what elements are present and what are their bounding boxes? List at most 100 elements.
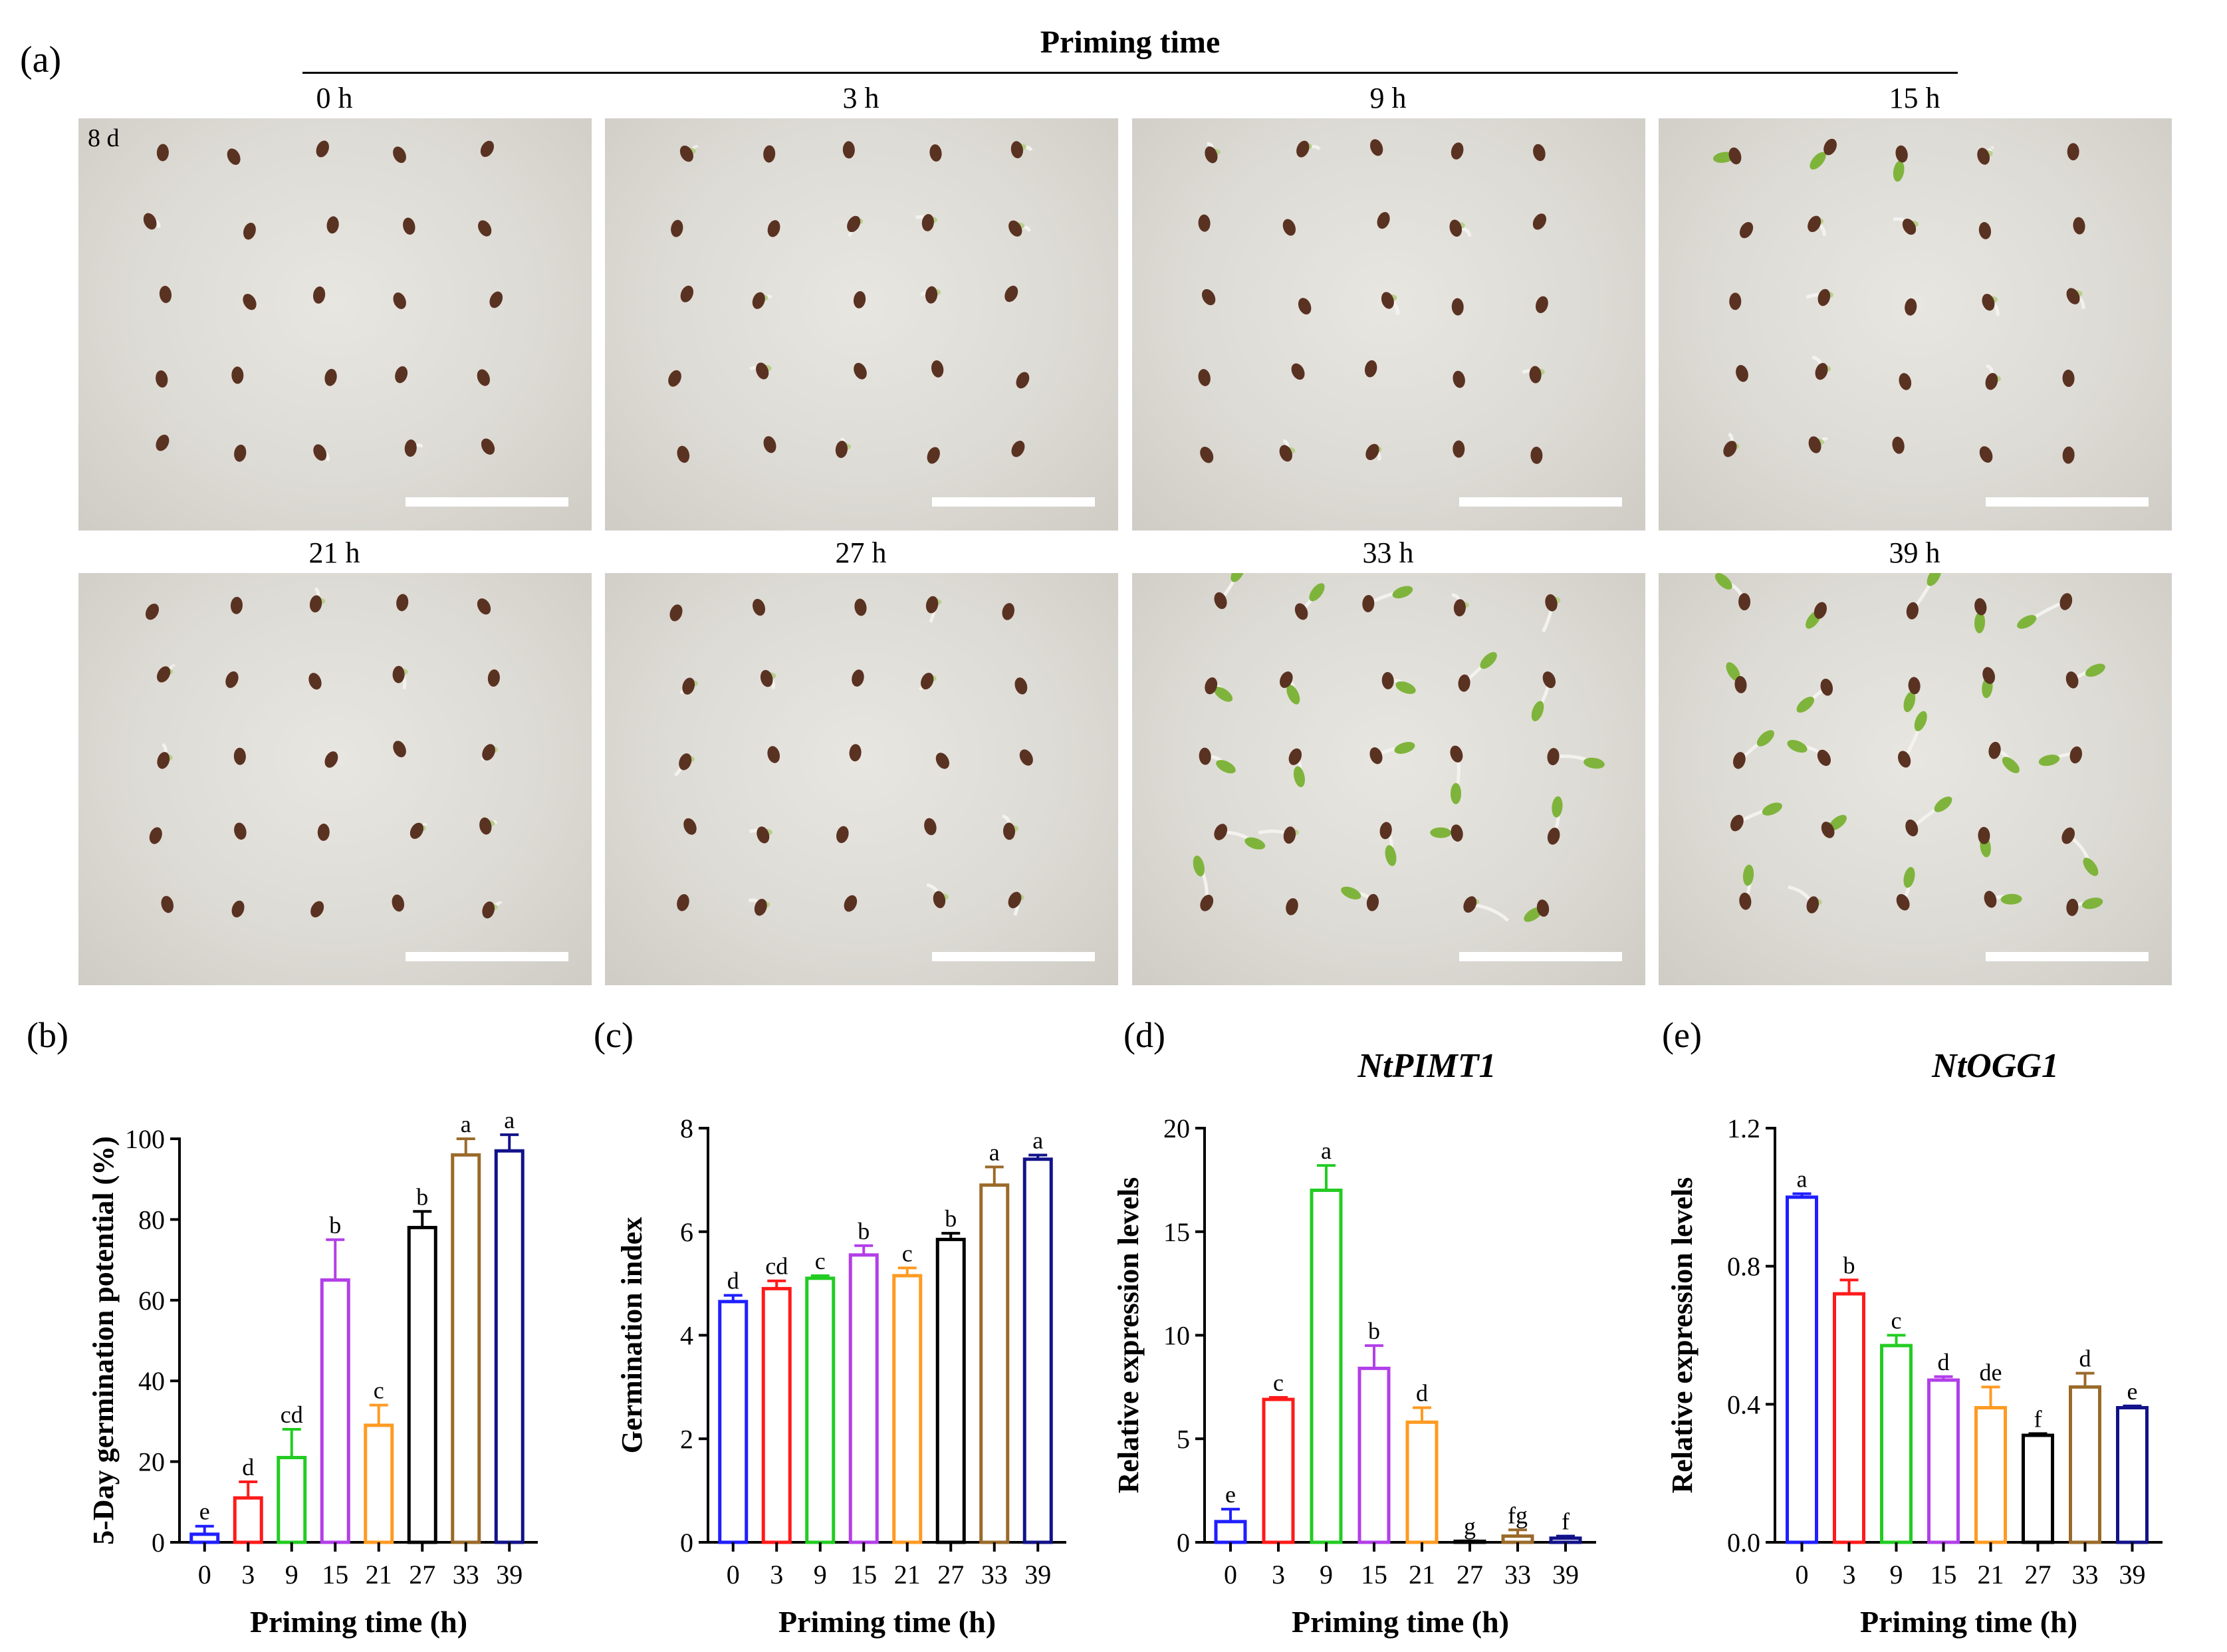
significance-letter: d	[2079, 1346, 2091, 1372]
seed	[1379, 822, 1392, 840]
seed	[753, 598, 766, 616]
seed	[395, 366, 408, 384]
y-axis-title: Relative expression levels	[1666, 1177, 1699, 1494]
cotyledon	[1430, 827, 1452, 838]
cotyledon	[2083, 858, 2099, 876]
seed	[1450, 745, 1463, 763]
seed	[752, 292, 765, 309]
y-tick-label: 0.8	[1727, 1252, 1760, 1282]
seed	[1288, 748, 1302, 765]
seed	[317, 823, 330, 841]
seed	[478, 220, 492, 237]
significance-letter: a	[1321, 1137, 1332, 1164]
x-tick-label: 39	[496, 1560, 523, 1590]
seedling-photo	[605, 573, 1118, 985]
seed	[324, 751, 338, 768]
seed	[1985, 372, 1998, 390]
significance-letter: e	[199, 1498, 210, 1525]
seed	[410, 822, 423, 839]
bar-15	[320, 1278, 350, 1544]
seed	[1739, 892, 1752, 910]
seed	[1366, 893, 1379, 911]
seed	[230, 596, 243, 614]
cotyledon	[2000, 893, 2022, 905]
seed	[763, 145, 776, 163]
scale-bar	[1459, 497, 1622, 507]
seed	[1011, 440, 1025, 457]
seed	[1729, 293, 1742, 310]
seed	[1286, 898, 1298, 915]
photo-label-27h: 27 h	[835, 536, 887, 569]
seed	[2062, 446, 2075, 464]
seed	[1821, 822, 1835, 838]
seed	[1547, 827, 1560, 845]
significance-letter: c	[374, 1377, 384, 1404]
y-tick-label: 1.2	[1727, 1114, 1760, 1143]
y-tick-label: 8	[680, 1114, 693, 1143]
seed	[921, 213, 934, 231]
seed	[1008, 220, 1022, 237]
seed	[1817, 749, 1831, 767]
seed	[480, 140, 494, 158]
priming-time-header: Priming time	[1040, 25, 1221, 60]
seedling-photo	[1659, 118, 2172, 531]
bar-39	[2116, 1406, 2149, 1544]
x-axis-title: Priming time (h)	[1860, 1605, 2077, 1639]
cotyledon	[1286, 684, 1300, 705]
cotyledon	[1394, 742, 1415, 754]
seed	[1896, 893, 1910, 911]
panel-letter: (b)	[27, 1015, 68, 1055]
seed	[1205, 677, 1218, 695]
scale-bar	[1986, 952, 2149, 961]
gene-title: NtPIMT1	[1357, 1047, 1496, 1085]
seed	[1820, 678, 1833, 696]
cotyledon	[1796, 697, 1815, 713]
seed	[1449, 219, 1463, 237]
significance-letter: fg	[1508, 1502, 1528, 1528]
seed	[233, 747, 246, 765]
seed	[1201, 289, 1216, 306]
bar-33	[979, 1183, 1010, 1544]
seedling-photo	[1659, 573, 2172, 985]
seed	[1294, 603, 1308, 620]
y-axis-title: Relative expression levels	[1112, 1177, 1145, 1494]
seed	[156, 144, 169, 162]
x-tick-label: 3	[1843, 1560, 1856, 1590]
seed	[1542, 671, 1556, 689]
cotyledon	[1392, 586, 1413, 599]
seed	[1814, 602, 1827, 619]
seed	[1451, 142, 1464, 160]
seed	[161, 895, 174, 913]
seed	[481, 438, 495, 455]
y-axis-title: 5-Day germination potential (%)	[87, 1136, 120, 1545]
cotyledon	[1787, 739, 1808, 753]
seed	[1533, 144, 1546, 162]
cotyledon	[1385, 845, 1397, 866]
seed	[835, 441, 848, 458]
seed	[853, 291, 866, 308]
seed	[392, 894, 405, 912]
seed	[1902, 218, 1917, 235]
seed	[310, 901, 324, 917]
seed	[933, 891, 946, 909]
seed	[316, 140, 329, 158]
seed	[677, 445, 690, 463]
x-tick-label: 33	[1504, 1560, 1531, 1590]
cotyledon	[1216, 760, 1236, 774]
seed	[931, 360, 944, 378]
seed	[1895, 145, 1908, 163]
cotyledon	[1934, 796, 1952, 812]
significance-letter: f	[2034, 1405, 2042, 1432]
seed	[1978, 826, 1990, 844]
seed	[243, 293, 257, 310]
seed	[227, 148, 241, 166]
bar-39	[494, 1149, 525, 1544]
seed-array	[1714, 573, 2149, 961]
seed	[1529, 366, 1542, 384]
seed	[1723, 441, 1737, 457]
photo-label-21h: 21 h	[308, 536, 360, 569]
seed	[1453, 370, 1465, 388]
significance-letter: b	[945, 1205, 957, 1232]
seed	[1298, 298, 1312, 315]
cotyledon	[1742, 864, 1754, 886]
